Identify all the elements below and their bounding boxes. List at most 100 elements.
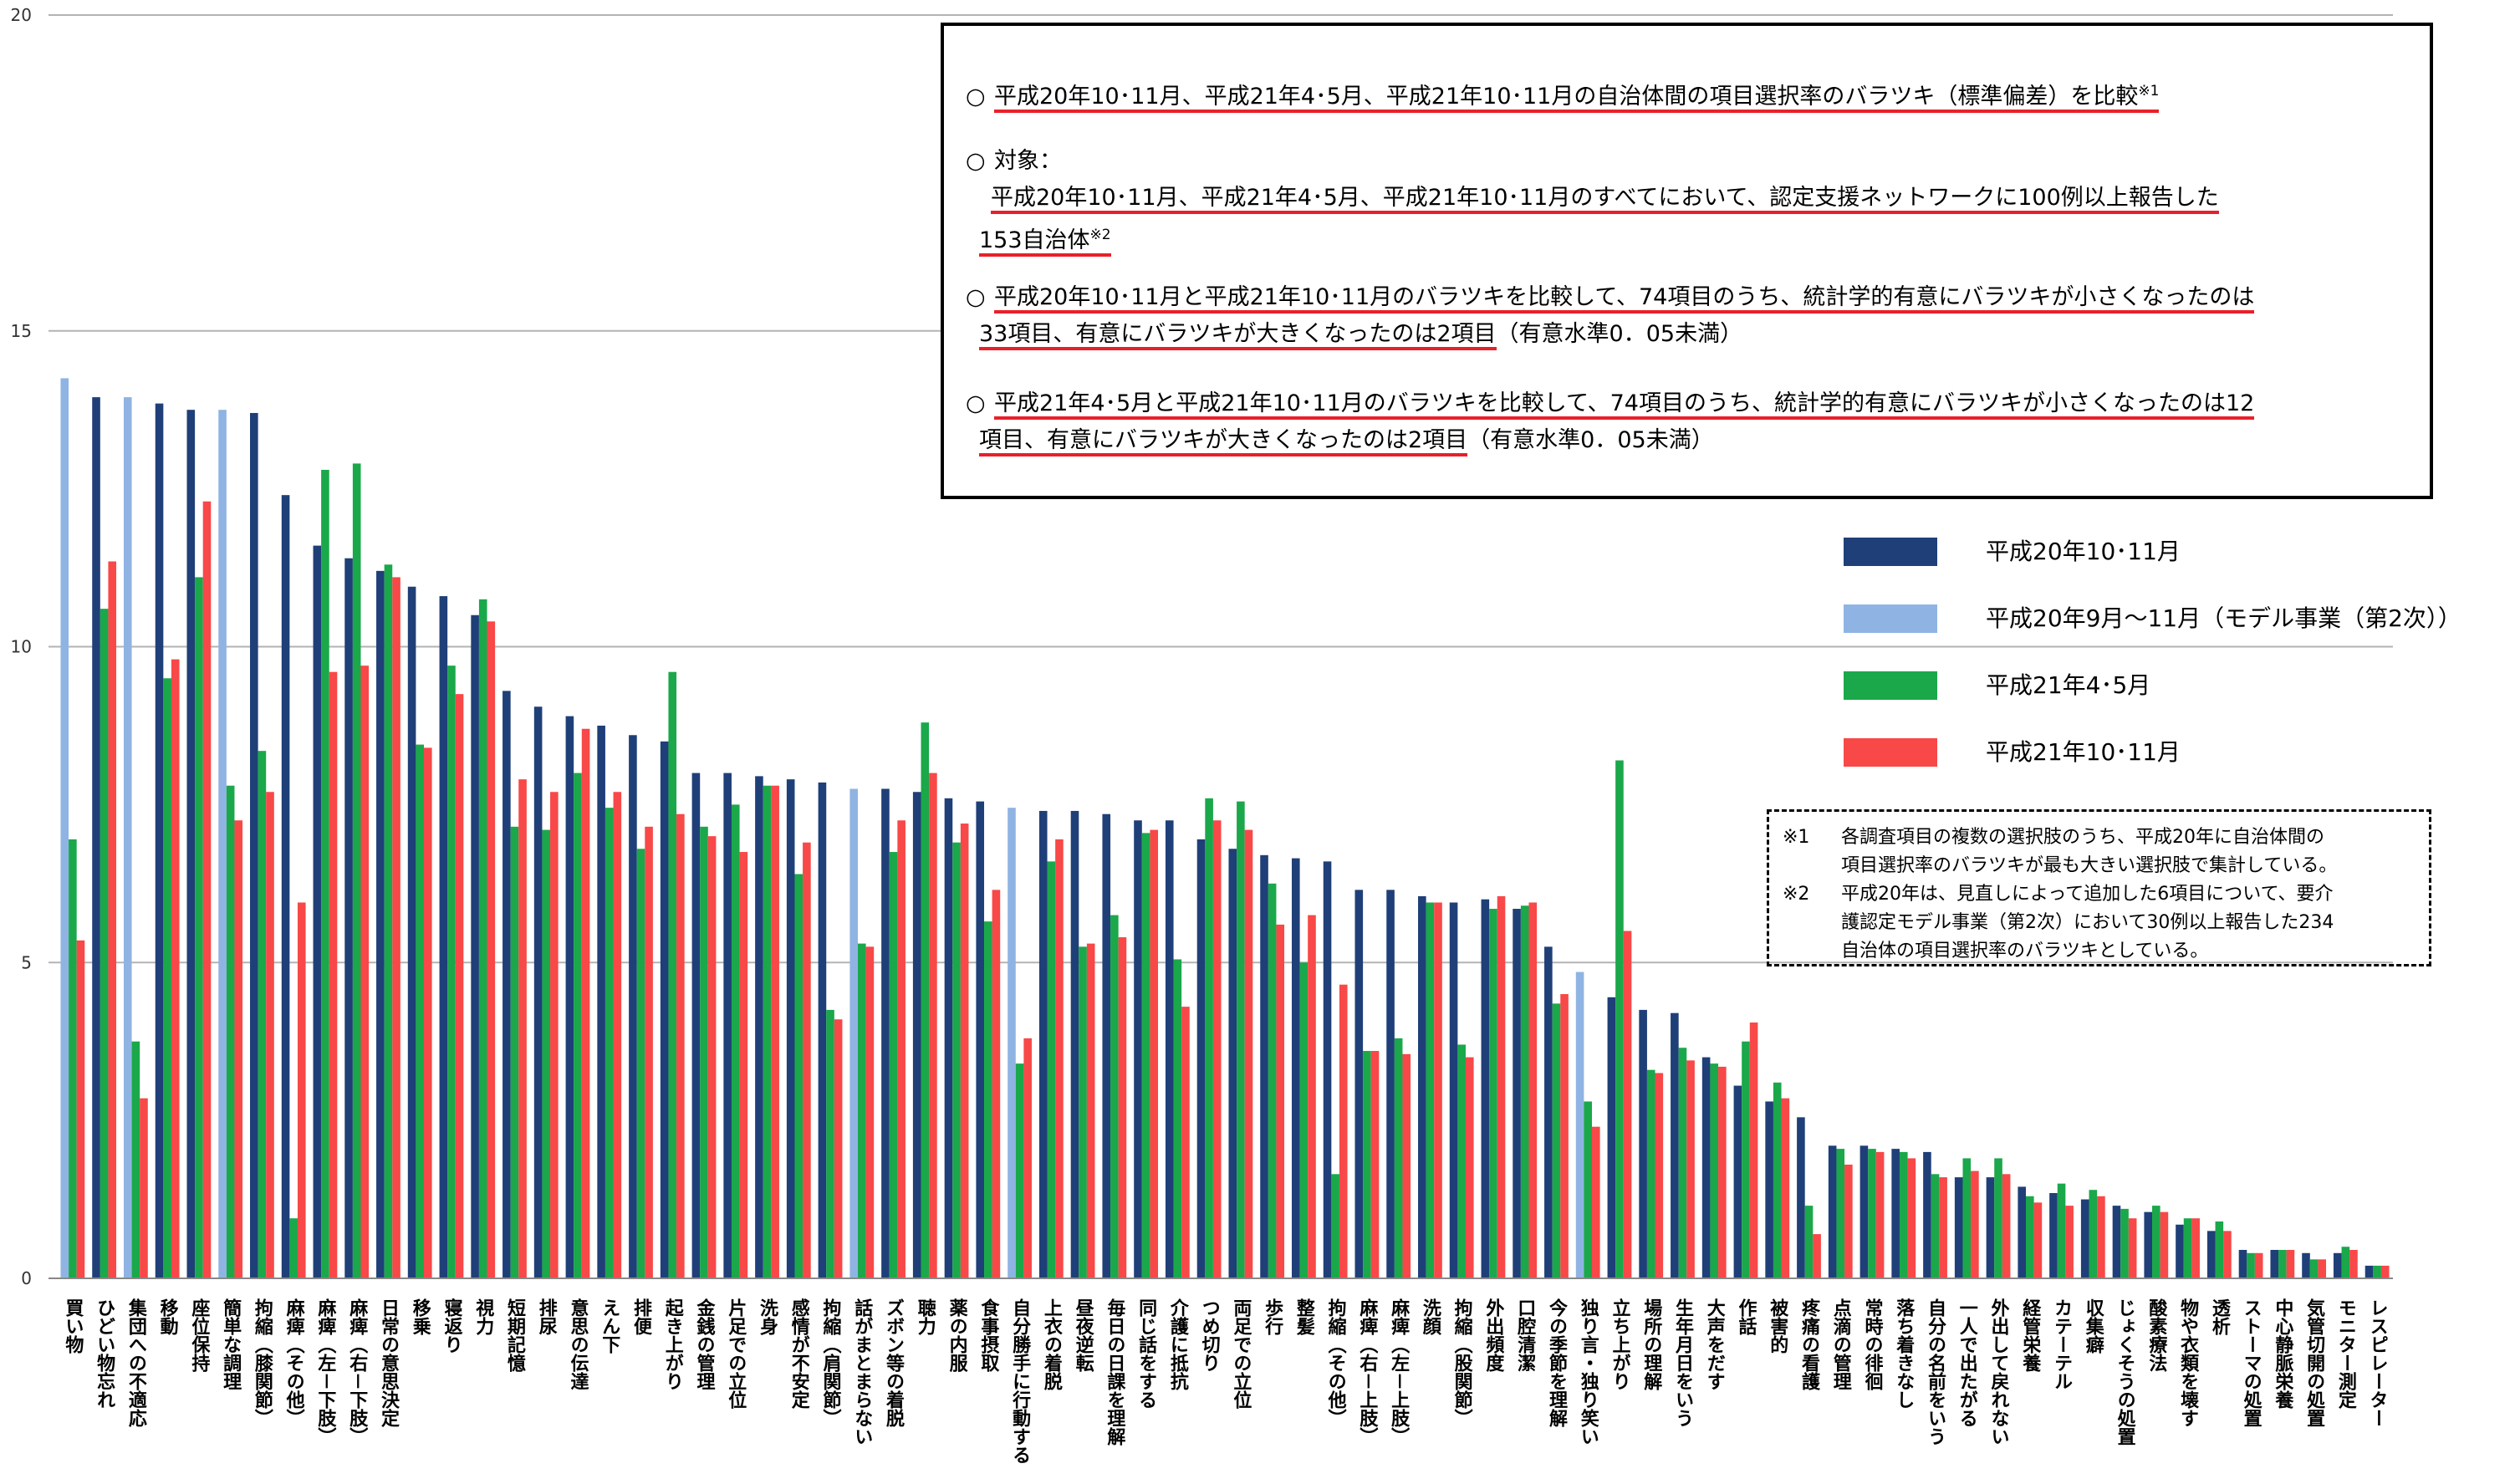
note-2-label: 対象： [994, 148, 1062, 174]
bar-series-3 [353, 463, 361, 1278]
category-label: 疼痛の看護 [1798, 1298, 1820, 1391]
bar-series-1 [2081, 1200, 2089, 1278]
bar-series-4 [897, 820, 906, 1278]
bar-series-3 [258, 751, 267, 1278]
bar-series-1 [1102, 814, 1110, 1278]
bar-series-1 [723, 773, 732, 1278]
category-label: 拘縮（その他） [1325, 1298, 1348, 1427]
bar-series-1 [1734, 1086, 1742, 1278]
bar-series-4 [234, 820, 242, 1278]
bar-series-4 [1371, 1051, 1380, 1278]
bar-series-1 [1955, 1177, 1963, 1278]
bar-series-3 [1331, 1174, 1339, 1278]
bar-series-4 [1939, 1177, 1947, 1278]
category-label: 透析 [2209, 1298, 2231, 1336]
bar-series-1 [1482, 900, 1490, 1278]
bar-series-3 [1553, 1003, 1561, 1278]
category-label: 拘縮（股関節） [1451, 1298, 1473, 1427]
bar-series-3 [763, 786, 772, 1278]
category-label: 中心静脈栄養 [2272, 1298, 2294, 1410]
bar-series-3 [1521, 905, 1529, 1278]
bar-series-1 [1292, 859, 1300, 1278]
bar-series-3 [1363, 1051, 1371, 1278]
category-label: 起き上がり [662, 1298, 685, 1390]
bar-series-4 [1497, 896, 1506, 1278]
bar-series-1 [1418, 896, 1426, 1278]
bar-series-3 [1962, 1158, 1971, 1278]
bar-series-4 [614, 792, 622, 1278]
bar-series-1 [1639, 1010, 1647, 1278]
category-label: 酸素療法 [2145, 1298, 2167, 1373]
bar-series-4 [1560, 994, 1569, 1278]
bar-series-3 [1426, 902, 1435, 1278]
category-label: 立ち上がり [1609, 1298, 1630, 1390]
category-label: 常時の徘徊 [1862, 1298, 1884, 1390]
bar-series-4 [1844, 1165, 1853, 1278]
footnotes-box: ※1 各調査項目の複数の選択肢のうち、平成20年に自治体間の 項目選択率のバラツキ… [1767, 809, 2431, 966]
bar-series-4 [1718, 1067, 1727, 1278]
footnote-2: ※2 平成20年は、見直しによって追加した6項目について、要介 護認定モデル事業（… [1783, 880, 2414, 966]
note-3-line1: 平成20年10･11月と平成21年10･11月のバラツキを比較して、74項目のう… [994, 284, 2254, 314]
category-label: 寝返り [441, 1298, 462, 1354]
bar-series-3 [1584, 1101, 1592, 1278]
category-label: 拘縮（肩関節） [820, 1298, 842, 1427]
bar-series-1 [1891, 1149, 1900, 1278]
bar-series-1 [1134, 820, 1142, 1278]
bar-series-3 [984, 921, 992, 1278]
category-label: 短期記憶 [504, 1298, 526, 1372]
bar-series-3 [2152, 1206, 2160, 1278]
bar-series-3 [479, 599, 487, 1278]
bar-series-4 [1434, 902, 1442, 1278]
bar-series-1 [187, 410, 196, 1278]
category-label: 整髪 [1293, 1298, 1316, 1335]
category-label: 集団への不適応 [125, 1298, 148, 1428]
bar-series-3 [100, 609, 109, 1278]
bar-series-3 [574, 773, 582, 1278]
bar-series-3 [2120, 1209, 2129, 1278]
bar-series-1 [597, 726, 605, 1278]
category-label: 作話 [1735, 1298, 1757, 1335]
category-label: 感情が不安定 [788, 1298, 810, 1410]
bar-series-4 [1276, 925, 1284, 1278]
bar-series-3 [1237, 802, 1245, 1278]
bar-series-1 [2334, 1253, 2342, 1278]
bar-series-3 [2058, 1184, 2066, 1278]
bar-series-4 [108, 562, 116, 1278]
bar-series-4 [1908, 1158, 1916, 1278]
bar-series-3 [794, 874, 803, 1278]
category-label: 片足での立位 [725, 1298, 747, 1409]
category-label: 被害的 [1767, 1298, 1788, 1354]
bar-series-4 [1308, 915, 1316, 1278]
bar-series-4 [1813, 1234, 1821, 1278]
bar-series-3 [1395, 1038, 1403, 1278]
bar-series-3 [1300, 962, 1309, 1278]
y-tick-label: 10 [11, 637, 32, 657]
bar-series-1 [92, 397, 100, 1278]
bar-series-3 [826, 1010, 834, 1278]
bar-series-2 [1008, 808, 1016, 1278]
bar-series-4 [456, 694, 464, 1278]
bar-series-3 [2278, 1250, 2287, 1278]
bar-series-4 [2349, 1250, 2358, 1278]
bar-series-1 [2018, 1186, 2026, 1278]
bar-series-4 [424, 747, 432, 1278]
bar-series-1 [2302, 1253, 2310, 1278]
bar-series-3 [1268, 884, 1277, 1278]
bar-series-4 [487, 621, 496, 1278]
x-axis-category-labels: 買い物 ひどい物忘れ 集団への不適応 移動 座位保持 簡単な調理 拘縮（膝関節） 麻痺（その他… [62, 1298, 2387, 1464]
bar-series-1 [2049, 1193, 2058, 1278]
bar-series-2 [218, 410, 227, 1278]
category-label: 拘縮（膝関節） [252, 1298, 273, 1427]
bar-series-3 [668, 672, 676, 1278]
category-label: 毎日の日課を理解 [1104, 1298, 1125, 1446]
bar-series-1 [2365, 1266, 2374, 1278]
bar-series-3 [1016, 1063, 1024, 1278]
bar-series-4 [645, 827, 653, 1278]
bar-series-3 [511, 827, 519, 1278]
bar-series-1 [314, 546, 322, 1278]
bar-series-4 [2255, 1253, 2263, 1278]
bar-series-4 [2287, 1250, 2295, 1278]
bar-series-4 [2034, 1202, 2043, 1278]
bar-series-4 [1750, 1022, 1758, 1278]
category-label: 日常の意思決定 [378, 1298, 400, 1428]
